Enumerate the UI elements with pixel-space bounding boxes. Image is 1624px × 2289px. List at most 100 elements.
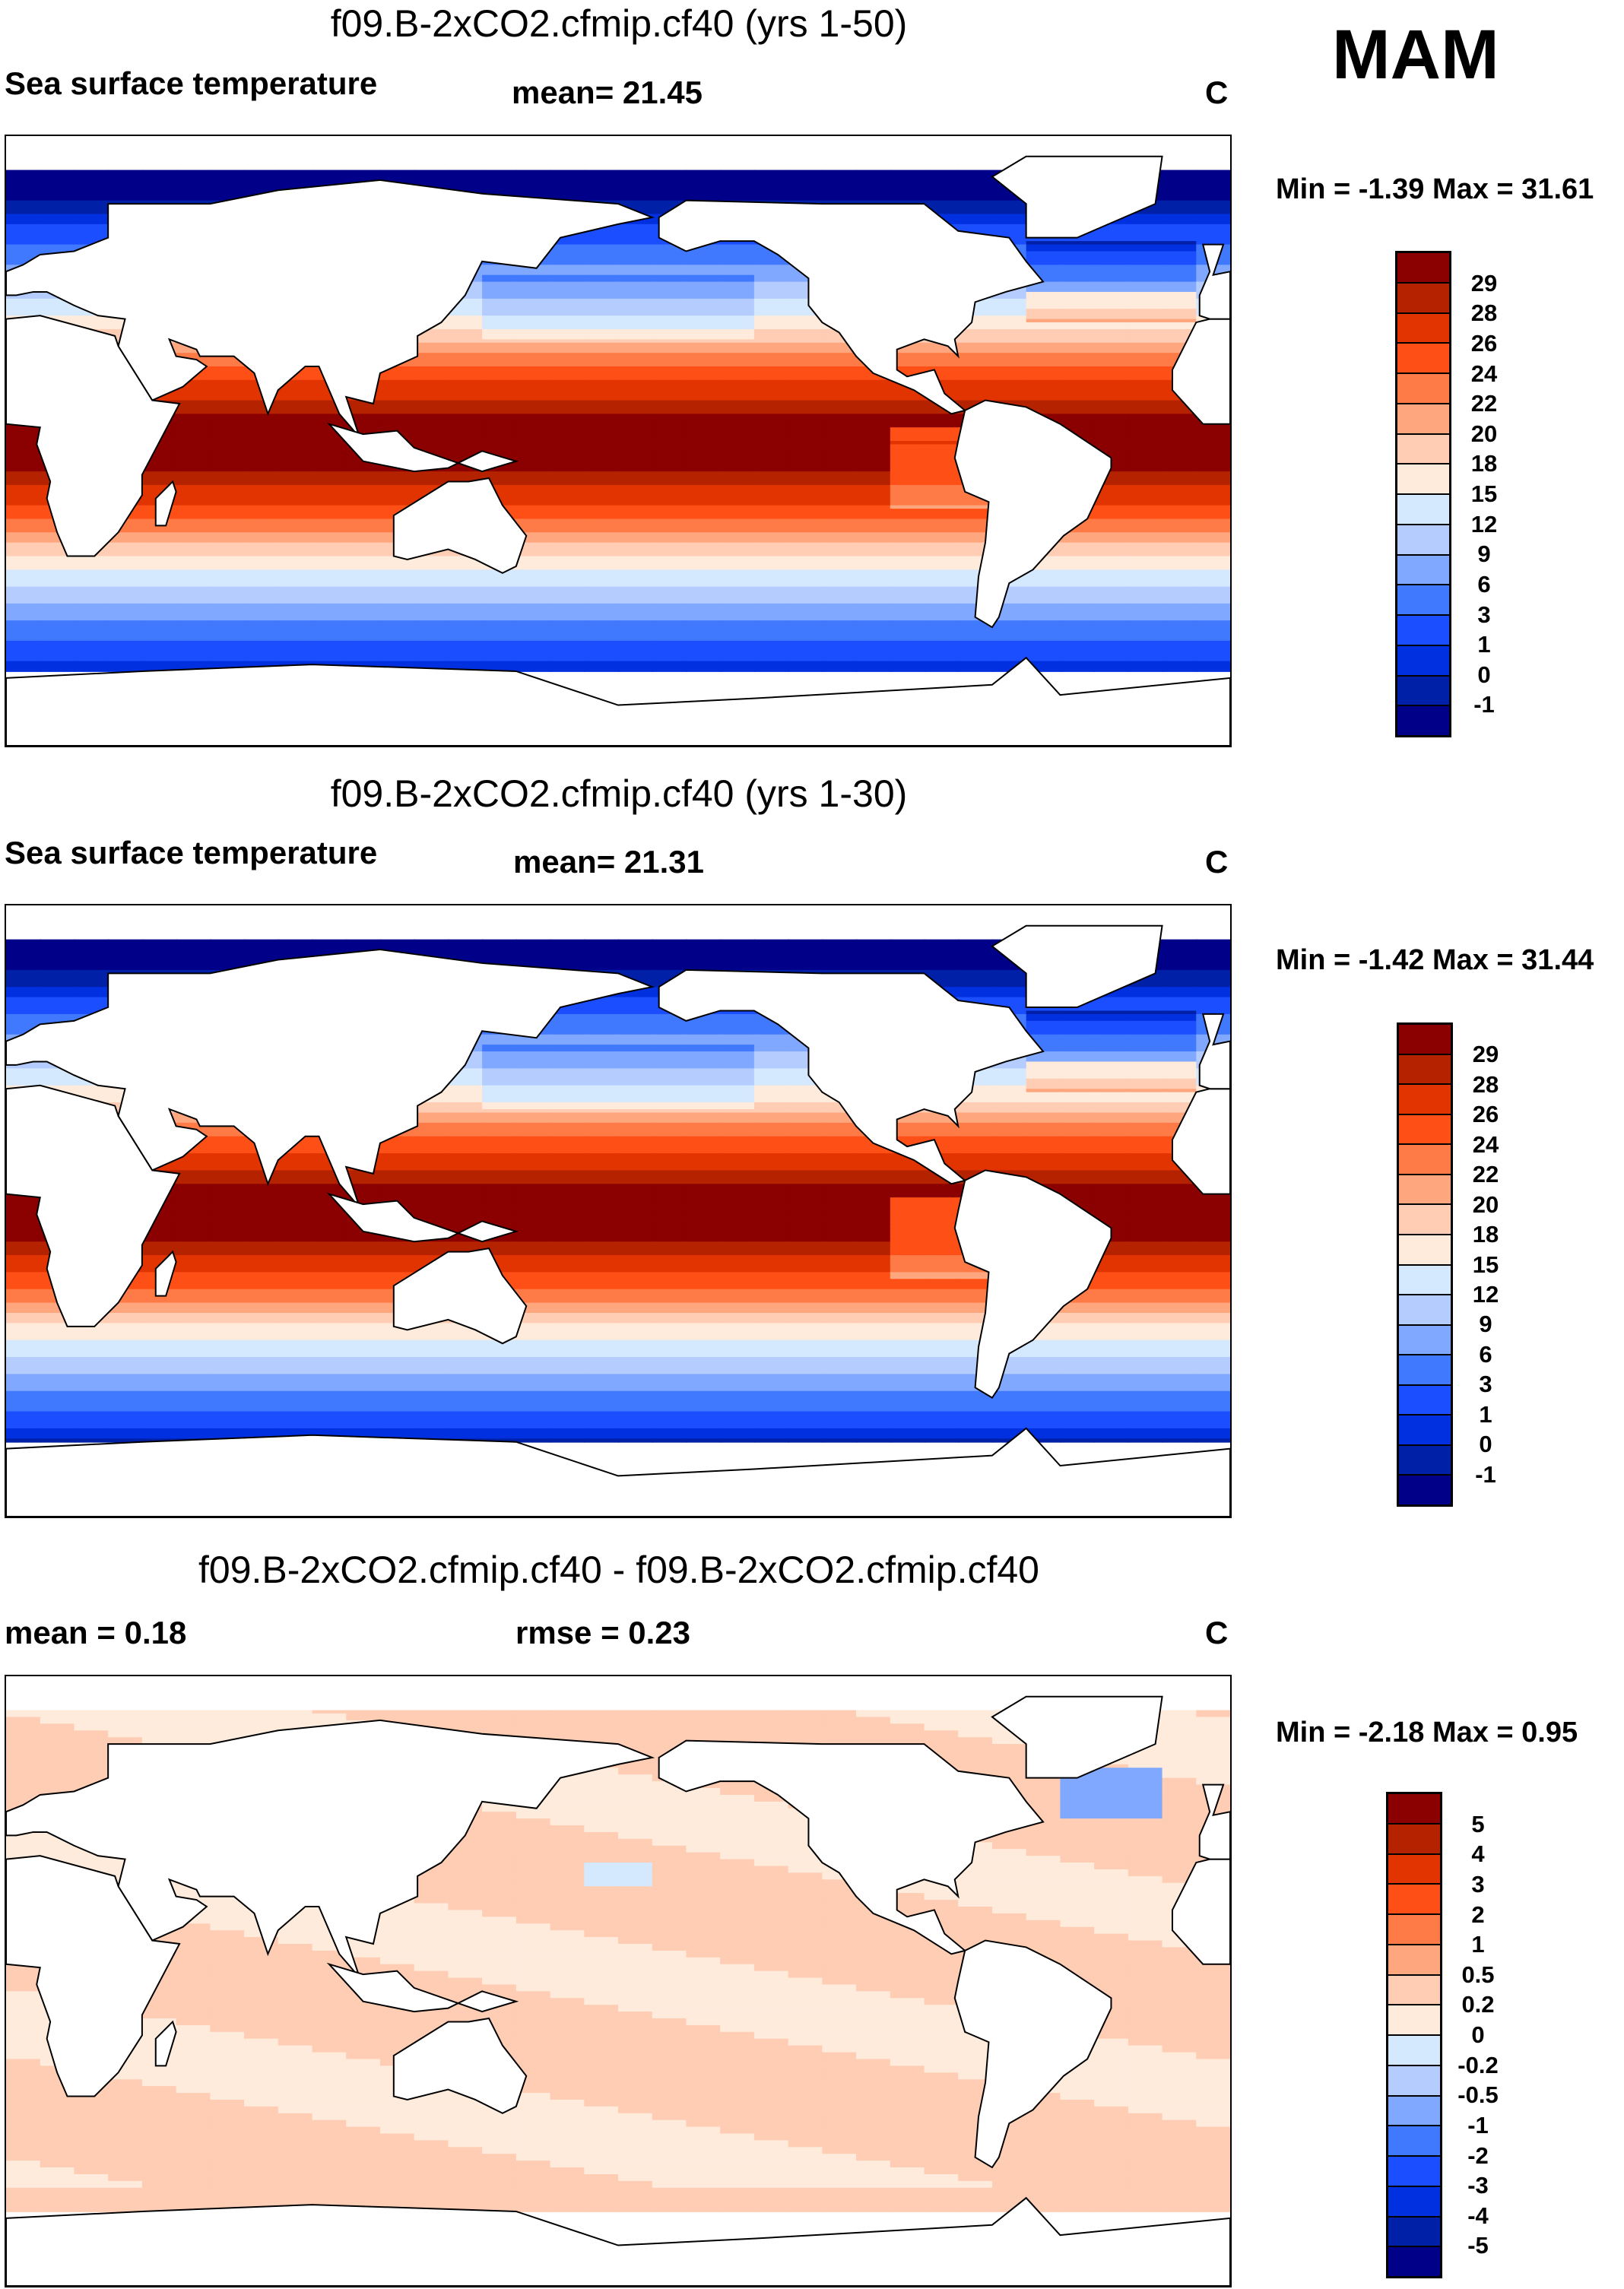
- contour-cell: [788, 379, 823, 385]
- contour-cell: [686, 407, 722, 411]
- contour-cell: [6, 481, 42, 486]
- contour-cell: [244, 569, 280, 574]
- contour-cell: [210, 458, 246, 462]
- contour-cell: [924, 373, 959, 378]
- contour-cell: [958, 339, 994, 344]
- contour-cell: [991, 332, 1028, 337]
- contour-cell: [550, 484, 585, 490]
- contour-cell: [74, 183, 109, 188]
- contour-cell: [448, 607, 484, 611]
- contour-cell: [346, 563, 382, 567]
- contour-cell: [108, 590, 144, 594]
- contour-cell: [1196, 241, 1230, 246]
- contour-cell: [1128, 376, 1163, 381]
- contour-cell: [312, 414, 347, 418]
- contour-cell: [448, 397, 484, 401]
- contour-cell: [753, 474, 789, 479]
- contour-cell: [652, 183, 687, 188]
- contour-cell: [448, 583, 484, 588]
- contour-cell: [40, 627, 75, 632]
- contour-cell: [1060, 566, 1096, 571]
- contour-cell: [924, 417, 959, 422]
- contour-cell: [822, 386, 858, 392]
- contour-cell: [686, 542, 722, 547]
- contour-cell: [753, 596, 789, 601]
- contour-cell: [686, 518, 722, 523]
- contour-cell: [176, 576, 211, 581]
- contour-cell: [448, 312, 484, 317]
- contour-cell: [1060, 248, 1096, 252]
- contour-cell: [856, 176, 892, 181]
- contour-cell: [652, 244, 687, 249]
- contour-cell: [652, 251, 687, 255]
- contour-cell: [176, 434, 211, 439]
- contour-cell: [652, 576, 687, 581]
- contour-cell: [515, 315, 551, 320]
- contour-cell: [1128, 261, 1163, 266]
- contour-cell: [278, 461, 313, 466]
- contour-cell: [346, 525, 382, 530]
- contour-cell: [856, 553, 892, 557]
- contour-cell: [244, 474, 280, 479]
- contour-cell: [515, 366, 551, 371]
- contour-cell: [482, 617, 518, 622]
- contour-cell: [822, 512, 858, 516]
- contour-cell: [890, 346, 925, 350]
- contour-cell: [312, 613, 347, 618]
- contour-cell: [176, 553, 211, 557]
- contour-cell: [822, 522, 858, 527]
- contour-cell: [244, 620, 280, 625]
- contour-cell: [686, 563, 722, 567]
- contour-cell: [1162, 241, 1197, 246]
- contour-cell: [210, 596, 246, 601]
- contour-cell: [720, 553, 756, 557]
- contour-cell: [550, 434, 585, 439]
- contour-cell: [278, 542, 313, 547]
- contour-cell: [1128, 227, 1163, 232]
- contour-cell: [584, 620, 620, 625]
- contour-cell: [6, 549, 42, 553]
- contour-cell: [788, 637, 823, 642]
- contour-cell: [822, 546, 858, 550]
- contour-cell: [924, 434, 959, 439]
- contour-cell: [686, 248, 722, 252]
- contour-cell: [753, 305, 789, 310]
- contour-cell: [448, 170, 484, 174]
- contour-cell: [515, 518, 551, 523]
- contour-cell: [74, 214, 109, 218]
- contour-cell: [1026, 572, 1061, 578]
- contour-cell: [991, 393, 1028, 398]
- contour-cell: [6, 298, 42, 303]
- contour-cell: [515, 291, 551, 296]
- contour-cell: [958, 583, 994, 588]
- contour-cell: [686, 572, 722, 578]
- contour-cell: [618, 248, 654, 252]
- contour-cell: [6, 535, 42, 541]
- contour-cell: [822, 627, 858, 632]
- contour-cell: [720, 288, 756, 293]
- contour-cell: [40, 248, 75, 252]
- contour-cell: [788, 525, 823, 530]
- contour-cell: [515, 285, 551, 290]
- contour-cell: [618, 302, 654, 306]
- contour-cell: [448, 627, 484, 632]
- contour-cell: [890, 566, 925, 571]
- contour-cell: [788, 397, 823, 401]
- contour-cell: [515, 559, 551, 564]
- contour-cell: [210, 637, 246, 642]
- contour-cell: [515, 505, 551, 510]
- contour-cell: [176, 183, 211, 188]
- contour-cell: [618, 461, 654, 466]
- contour-cell: [788, 518, 823, 523]
- contour-cell: [584, 356, 620, 360]
- contour-cell: [788, 417, 823, 422]
- contour-cell: [1026, 366, 1061, 371]
- contour-cell: [312, 509, 347, 513]
- contour-cell: [686, 617, 722, 622]
- contour-cell: [788, 281, 823, 286]
- contour-cell: [40, 633, 75, 639]
- contour-cell: [890, 183, 925, 188]
- contour-cell: [244, 190, 280, 195]
- contour-cell: [822, 569, 858, 574]
- contour-cell: [584, 376, 620, 381]
